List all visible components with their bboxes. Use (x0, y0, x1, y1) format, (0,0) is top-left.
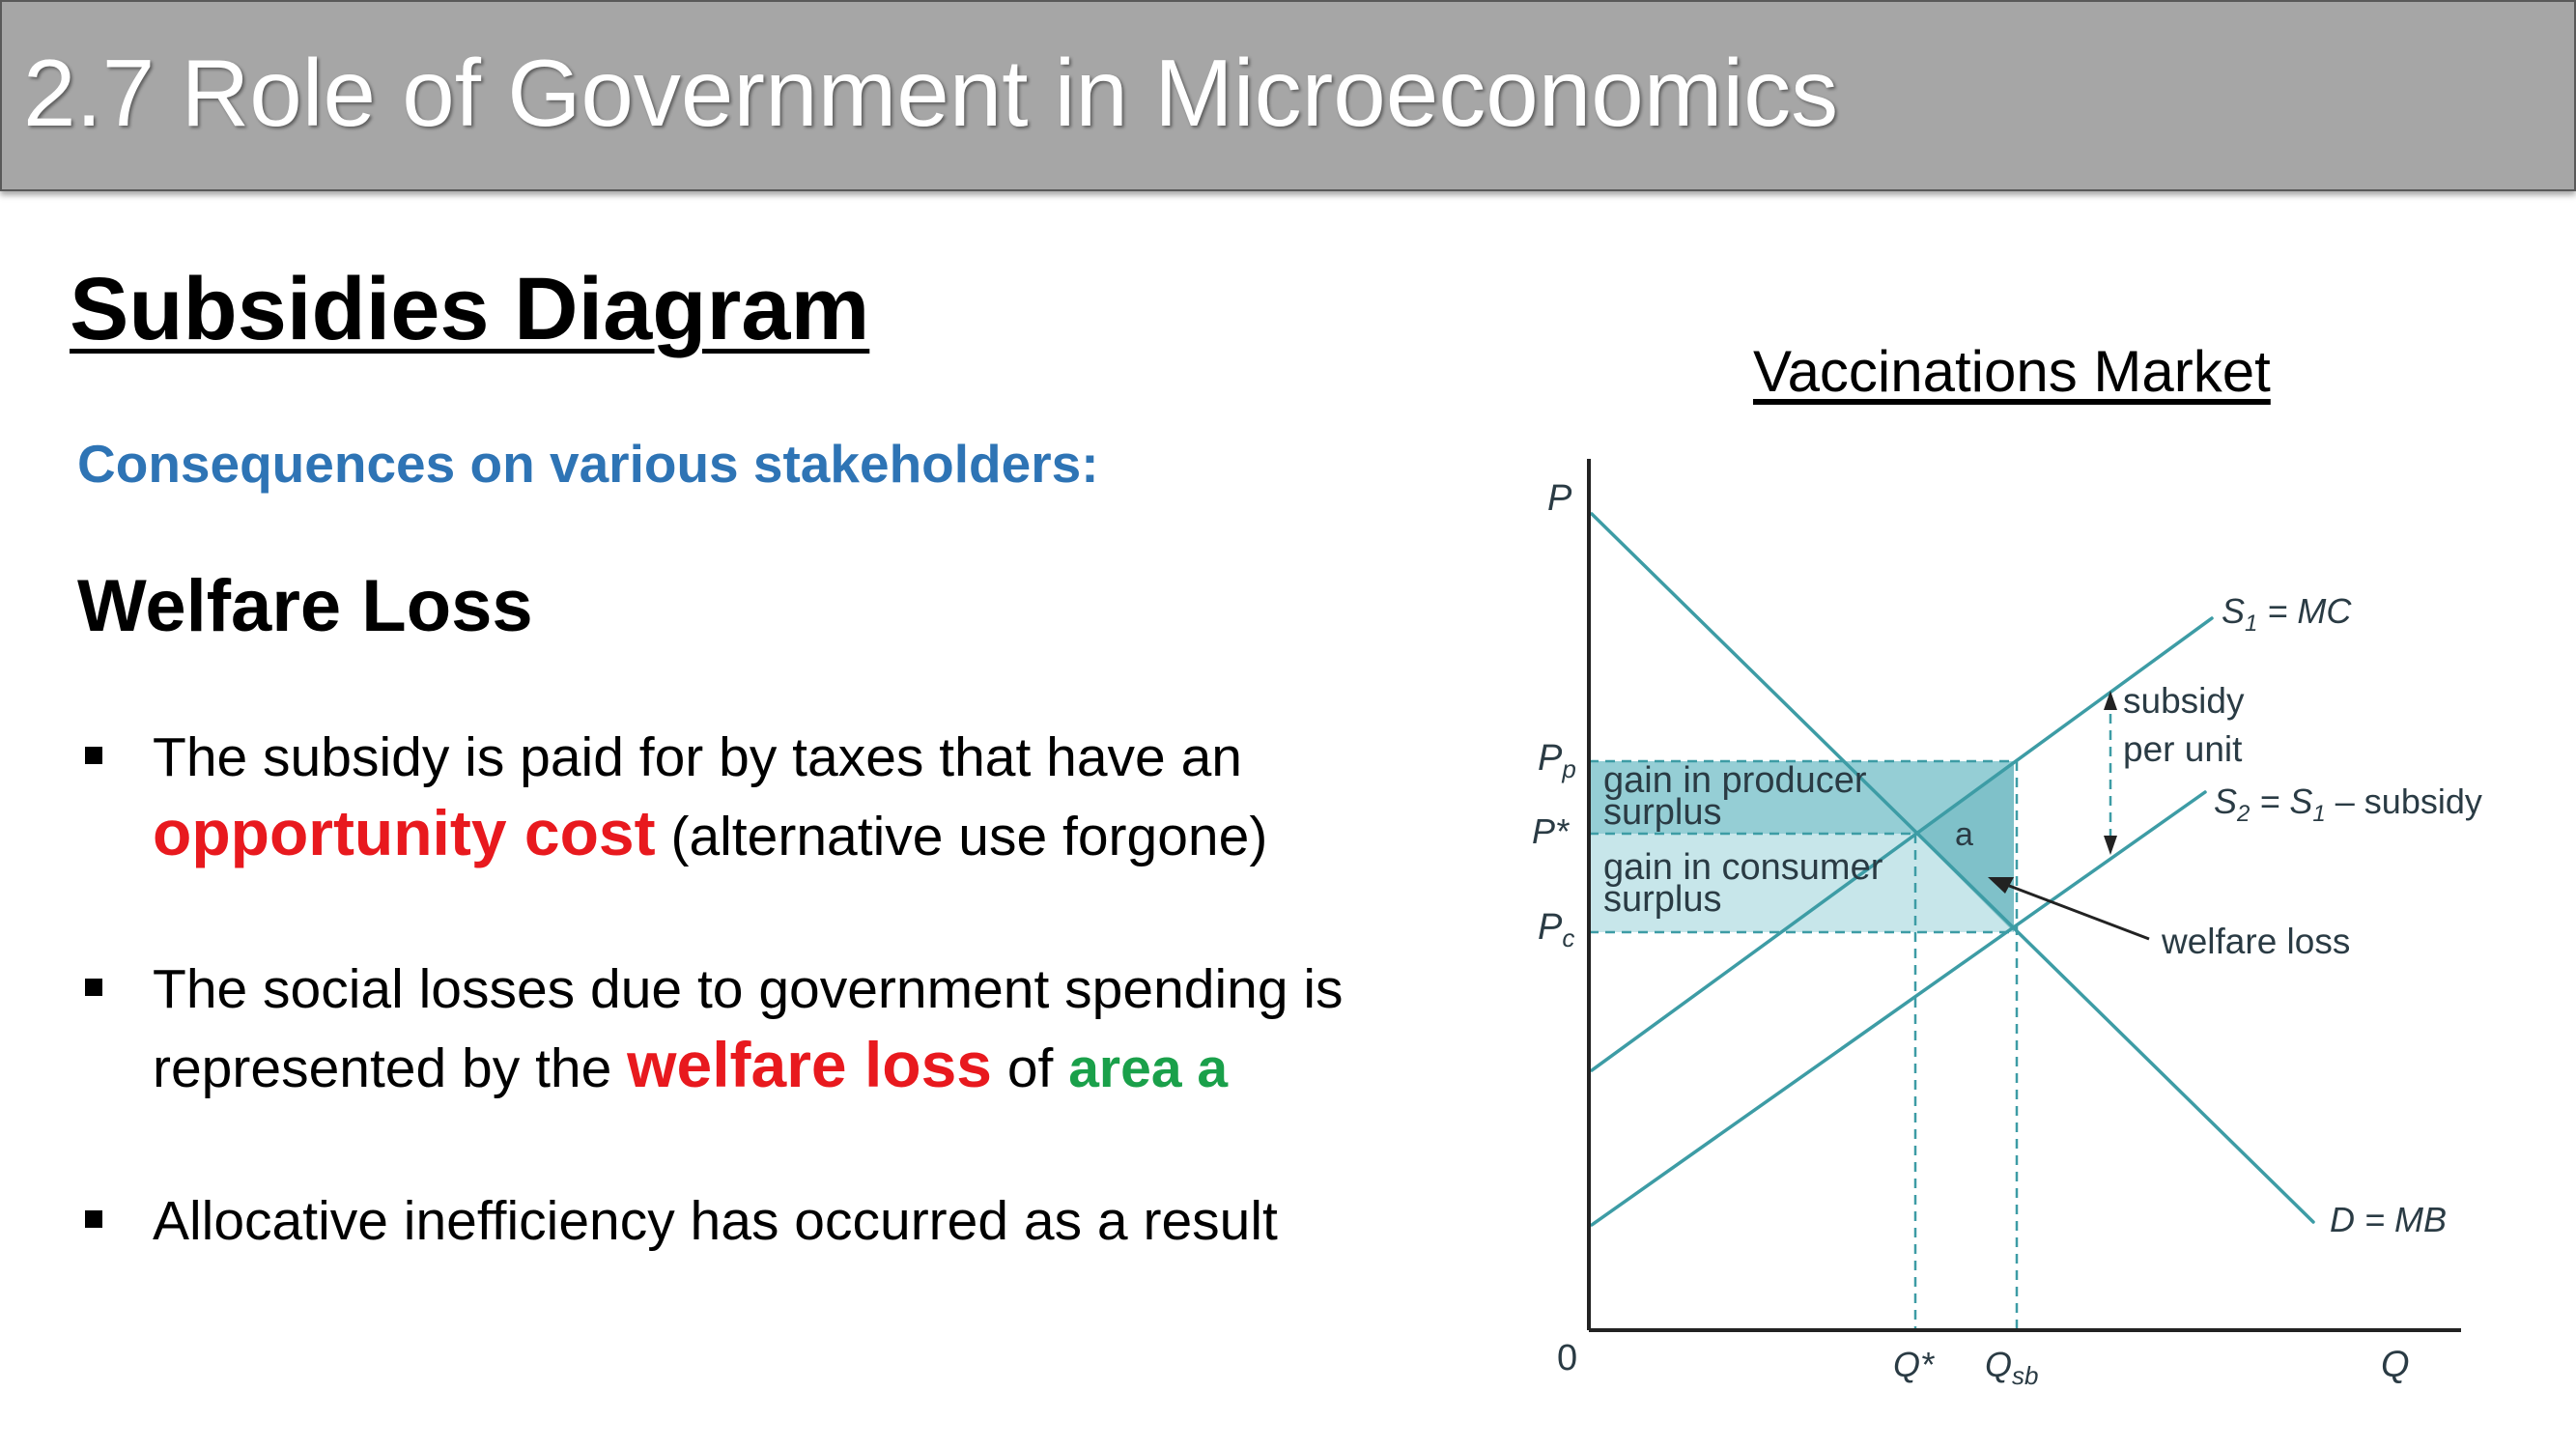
bullet-text: Allocative inefficiency has occurred as … (153, 1190, 1278, 1252)
y-axis-label: P (1547, 478, 1572, 519)
title-bar: 2.7 Role of Government in Microeconomics (0, 0, 2576, 191)
pp-label: Pp (1538, 738, 1576, 783)
welfare-loss-pointer (2003, 882, 2150, 941)
emphasis-opportunity-cost: opportunity cost (153, 797, 656, 868)
subsidy-arrow-up (2104, 691, 2117, 710)
slide-title: 2.7 Role of Government in Microeconomics (23, 40, 1839, 146)
consumer-gain-line2: surplus (1603, 879, 1722, 920)
bullet-marker (85, 747, 102, 764)
origin-label: 0 (1557, 1338, 1577, 1378)
pc-label: Pc (1538, 907, 1574, 952)
demand-curve (1590, 512, 2315, 1224)
s1-label: S1 = MC (2222, 591, 2352, 637)
subsidy-annotation-line1: subsidy (2123, 681, 2245, 721)
bullet-text: The subsidy is paid for by taxes that ha… (153, 726, 1268, 868)
supply-curve-s2 (1590, 790, 2207, 1227)
bullet-welfare-loss: The social losses due to government spen… (77, 952, 1391, 1106)
producer-gain-line2: surplus (1603, 792, 1722, 833)
qsb-label: Qsb (1985, 1345, 2038, 1390)
stakeholders-subheading: Consequences on various stakeholders: (77, 434, 1099, 494)
producer-surplus-area (1589, 761, 2014, 834)
area-a-label: a (1955, 816, 1973, 853)
producer-gain-line1: gain in producer (1603, 760, 1867, 801)
emphasis-welfare-loss: welfare loss (627, 1029, 993, 1100)
bullet-marker (85, 1210, 102, 1228)
bullet-marker (85, 979, 102, 996)
subsidy-annotation-line2: per unit (2123, 729, 2243, 769)
bullet-text: The social losses due to government spen… (153, 958, 1344, 1100)
bullet-allocative-inefficiency: Allocative inefficiency has occurred as … (77, 1183, 1391, 1259)
pstar-label: P* (1532, 811, 1570, 851)
consumer-gain-line1: gain in consumer (1603, 847, 1883, 888)
welfare-loss-heading: Welfare Loss (77, 565, 533, 647)
x-axis-label: Q (2381, 1345, 2410, 1385)
bullet-opportunity-cost: The subsidy is paid for by taxes that ha… (77, 720, 1391, 874)
welfare-loss-area (1915, 761, 2014, 932)
subsidy-arrow-down (2104, 836, 2117, 855)
welfare-loss-annotation: welfare loss (2161, 922, 2350, 961)
emphasis-area-a: area a (1068, 1037, 1229, 1099)
consumer-surplus-area (1589, 834, 2014, 932)
demand-label: D = MB (2330, 1200, 2447, 1239)
supply-curve-s1 (1590, 616, 2214, 1072)
diagram-title: Vaccinations Market (1753, 339, 2271, 404)
qstar-label: Q* (1893, 1345, 1935, 1384)
section-heading: Subsidies Diagram (70, 260, 870, 358)
welfare-loss-arrowhead (1988, 877, 2014, 894)
s2-label: S2 = S1 – subsidy (2214, 781, 2482, 827)
